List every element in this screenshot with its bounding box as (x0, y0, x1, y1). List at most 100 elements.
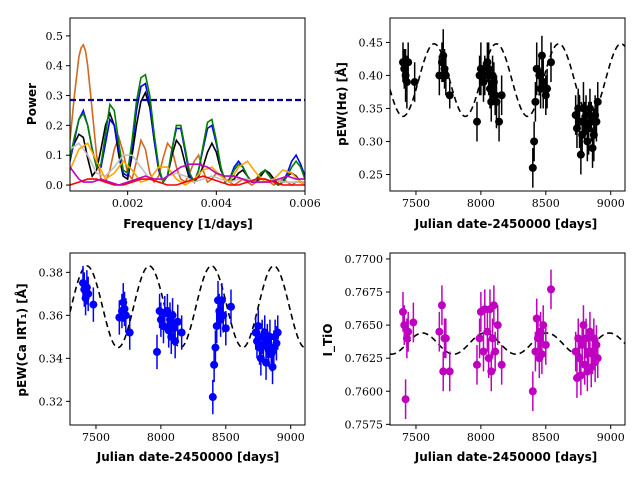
data-point (483, 327, 492, 336)
y-tick-label: 0.7700 (345, 253, 384, 266)
data-point (402, 334, 411, 343)
y-tick-label: 0.45 (359, 36, 384, 49)
data-point (440, 64, 449, 73)
data-point (445, 91, 454, 100)
data-point (543, 84, 552, 93)
data-point (530, 137, 539, 146)
data-point (273, 328, 282, 337)
data-point (217, 296, 226, 305)
data-point (592, 117, 601, 126)
y-tick-label: 0.7675 (345, 286, 384, 299)
series-line-magenta (70, 163, 305, 186)
periodogram-ylabel: Power (25, 83, 39, 125)
halpha-ylabel: pEW(Hα) [Å] (334, 62, 349, 146)
data-point (272, 339, 281, 348)
x-tick-label: 9000 (597, 197, 625, 210)
data-point (441, 334, 450, 343)
data-point (226, 302, 235, 311)
data-point (593, 354, 602, 363)
x-tick-label: 9000 (597, 431, 625, 444)
data-point (546, 285, 555, 294)
data-point (398, 307, 407, 316)
series-line-red (70, 175, 305, 186)
y-tick-label: 0.3 (46, 90, 64, 103)
data-point (445, 367, 454, 376)
panel-halpha-timeseries: 7500 8000 8500 9000 0.25 0.30 0.35 0.40 0.45 (359, 17, 626, 210)
data-point (84, 289, 93, 298)
data-point (593, 97, 602, 106)
data-point (210, 360, 219, 369)
data-point (89, 300, 98, 309)
halpha-xlabel: Julian date-2450000 [days] (414, 217, 597, 231)
data-point (541, 91, 550, 100)
data-point (177, 328, 186, 337)
y-tick-label: 0.5 (46, 30, 64, 43)
data-point (410, 78, 419, 87)
data-point (409, 318, 418, 327)
data-point (583, 137, 592, 146)
y-tick-label: 0.35 (359, 102, 384, 115)
data-point (171, 337, 180, 346)
data-point (576, 150, 585, 159)
data-point (479, 347, 488, 356)
y-tick-label: 0.7625 (345, 352, 384, 365)
data-point (121, 311, 130, 320)
data-point (472, 117, 481, 126)
data-point (472, 360, 481, 369)
x-tick-label: 7500 (402, 197, 430, 210)
data-point (531, 97, 540, 106)
data-point (221, 324, 230, 333)
data-point (585, 327, 594, 336)
data-point (491, 347, 500, 356)
periodogram-axes-frame (69, 17, 306, 192)
x-tick-label: 8000 (147, 431, 175, 444)
data-point (208, 393, 217, 402)
itio-ylabel: I_TiO (321, 324, 336, 357)
data-point (592, 340, 601, 349)
data-point (546, 58, 555, 67)
data-point (483, 58, 492, 67)
panel-cairt-timeseries: 7500 8000 8500 9000 0.32 0.34 0.36 0.38 (39, 252, 306, 444)
data-point (404, 327, 413, 336)
panel-itio-timeseries: 7500 8000 8500 9000 0.7575 0.7600 0.7625 0.7650… (345, 252, 626, 444)
halpha-axes-frame (389, 17, 626, 192)
data-point (588, 144, 597, 153)
y-tick-label: 0.30 (359, 135, 384, 148)
y-tick-label: 0.34 (39, 352, 64, 365)
data-point (537, 350, 546, 359)
cairt-xlabel: Julian date-2450000 [days] (96, 450, 279, 464)
series-line-green (70, 73, 305, 186)
data-point (441, 71, 450, 80)
data-point (576, 371, 585, 380)
data-point (152, 347, 161, 356)
data-point (497, 91, 506, 100)
cairt-plot-area (70, 265, 305, 415)
y-tick-label: 0.4 (46, 60, 64, 73)
y-tick-label: 0.1 (46, 149, 64, 162)
data-point (541, 340, 550, 349)
periodogram-xlabel: Frequency [1/days] (123, 217, 252, 231)
x-tick-label: 8500 (212, 431, 240, 444)
y-tick-label: 0.25 (359, 168, 384, 181)
data-point (401, 395, 410, 404)
y-tick-label: 0.40 (359, 69, 384, 82)
x-tick-label: 9000 (277, 431, 305, 444)
periodogram-plot-area (70, 43, 305, 187)
data-point (489, 301, 498, 310)
data-point (528, 163, 537, 172)
data-point (495, 117, 504, 126)
data-point (173, 317, 182, 326)
data-point (537, 51, 546, 60)
y-tick-label: 0.2 (46, 119, 64, 132)
data-point (479, 78, 488, 87)
data-point (404, 58, 413, 67)
y-tick-label: 0.7600 (345, 385, 384, 398)
cairt-ylabel: pEW(Ca IRT₁) [Å] (14, 283, 29, 396)
x-tick-label: 0.006 (289, 197, 321, 210)
y-tick-label: 0.38 (39, 266, 64, 279)
y-tick-label: 0.0 (46, 179, 64, 192)
itio-plot-area (390, 269, 625, 420)
data-point (125, 328, 134, 337)
y-tick-label: 0.7575 (345, 418, 384, 431)
